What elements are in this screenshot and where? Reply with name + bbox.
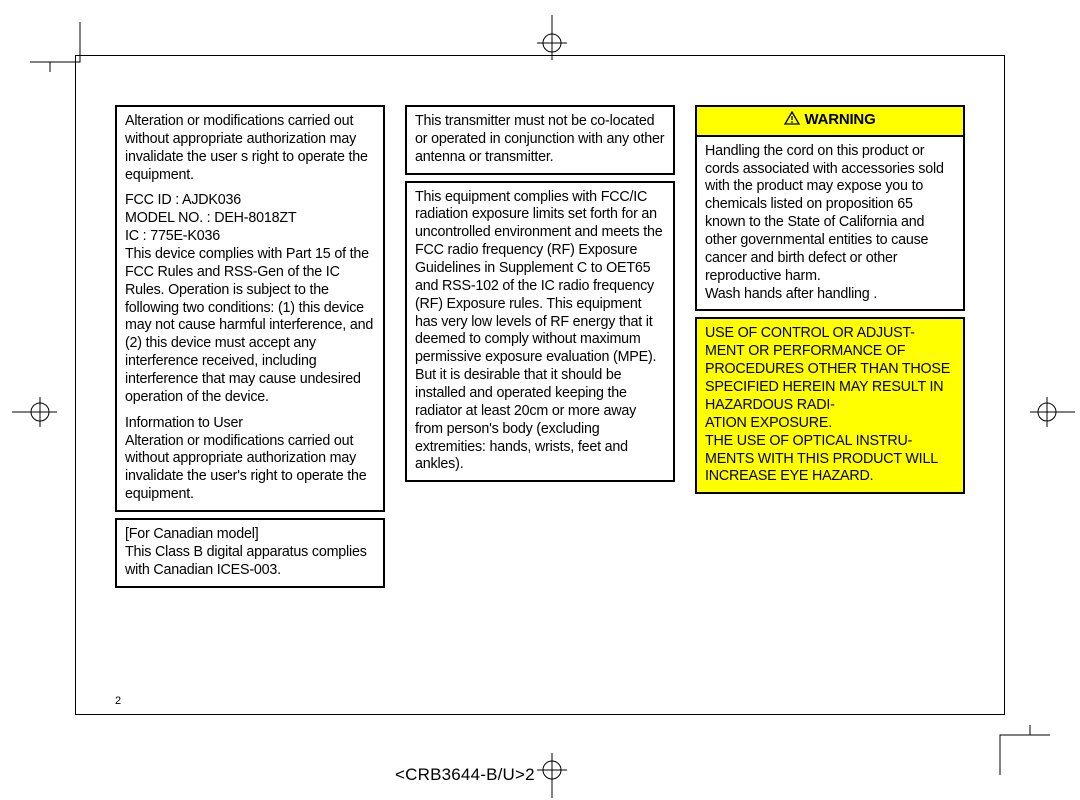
transmitter-box: This transmitter must not be co-located … [405,105,675,175]
fcc-compliance-box: Alteration or modifications carried out … [115,105,385,512]
crop-mark-bottom-right [1000,725,1050,775]
registration-mark-bottom [537,753,567,798]
canadian-model-box: [For Canadian model] This Class B digita… [115,518,385,588]
column-2: This transmitter must not be co-located … [405,105,675,594]
content-columns: Alteration or modifications carried out … [115,105,965,594]
warning-header: WARNING [697,107,963,137]
rf-exposure-box: This equipment complies with FCC/IC radi… [405,181,675,483]
footer-code: <CRB3644-B/U>2 [395,765,535,785]
column-3: WARNING Handling the cord on this produc… [695,105,965,594]
radiation-warning-box: USE OF CONTROL OR ADJUST- MENT OR PERFOR… [695,317,965,494]
registration-mark-right [1030,397,1075,427]
column-1: Alteration or modifications carried out … [115,105,385,594]
alteration-notice-1: Alteration or modifications carried out … [125,113,375,184]
warning-triangle-icon [784,111,800,131]
registration-mark-top [537,15,567,60]
info-to-user: Information to User Alteration or modifi… [125,415,375,504]
transmitter-text: This transmitter must not be co-located … [415,113,665,167]
radiation-warning-text: USE OF CONTROL OR ADJUST- MENT OR PERFOR… [705,325,955,486]
fcc-id-section: FCC ID : AJDK036 MODEL NO. : DEH-8018ZT … [125,192,375,406]
warning-box: WARNING Handling the cord on this produc… [695,105,965,311]
rf-exposure-text: This equipment complies with FCC/IC radi… [415,189,665,475]
page-number: 2 [115,695,121,707]
canadian-text: [For Canadian model] This Class B digita… [125,526,375,580]
warning-body: Handling the cord on this product or cor… [705,143,955,304]
warning-label: WARNING [804,111,875,128]
registration-mark-left [12,397,57,427]
crop-mark-top-left [30,22,80,72]
